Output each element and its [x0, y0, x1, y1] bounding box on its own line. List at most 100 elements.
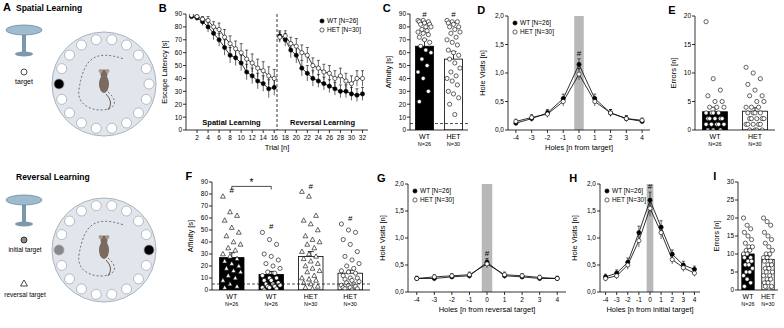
category-label: HET: [304, 293, 319, 300]
individual-point: [762, 99, 766, 103]
point: [195, 14, 199, 18]
individual-point: [455, 83, 459, 87]
series-line: [606, 208, 695, 278]
x-tick-label: 4: [206, 134, 210, 141]
error-cap: [245, 50, 248, 51]
error-cap: [649, 200, 652, 201]
point: [311, 63, 315, 67]
x-tick: [416, 292, 417, 295]
individual-point: [221, 194, 226, 198]
x-axis-title: Holes [n from reversal target]: [439, 305, 536, 314]
error-cap: [562, 94, 565, 95]
point: [593, 99, 597, 103]
y-tick-label: 90: [399, 10, 407, 17]
point: [245, 70, 249, 74]
bar: [742, 254, 754, 290]
error-cap: [322, 64, 325, 65]
x-tick-label: 8: [228, 134, 232, 141]
error-cap: [339, 84, 342, 85]
individual-point: [357, 280, 361, 284]
individual-point: [355, 287, 359, 290]
point: [300, 51, 304, 55]
y-tick: [407, 65, 410, 66]
y-tick: [183, 78, 186, 79]
hole: [57, 94, 67, 104]
point: [311, 76, 315, 80]
individual-point: [424, 25, 428, 29]
x-tick-label: 14: [260, 134, 268, 141]
x-tick: [539, 292, 540, 295]
x-tick-label: 16: [271, 134, 279, 141]
individual-point: [429, 25, 433, 29]
legend-marker: [605, 198, 609, 202]
significance: #: [451, 10, 456, 19]
individual-point: [341, 238, 345, 242]
table-leg: [22, 33, 26, 53]
mouse-ear: [106, 69, 110, 73]
error-cap: [625, 115, 628, 116]
individual-point: [314, 213, 319, 217]
individual-point: [307, 277, 312, 281]
individual-point: [450, 40, 454, 44]
highlight-band: [647, 184, 654, 292]
panel-letter: E: [668, 4, 675, 16]
y-tick-label: 50: [201, 226, 209, 233]
panel-letter: D: [477, 4, 485, 16]
y-tick-label: 20: [399, 101, 407, 108]
point: [555, 276, 559, 280]
x-tick: [557, 292, 558, 295]
y-tick-label: 5: [730, 268, 734, 275]
y-tick-label: 0,5: [495, 98, 504, 105]
plot-area: [703, 20, 768, 130]
series-line: [280, 36, 363, 84]
error-cap: [615, 272, 618, 273]
legend-triangle: [21, 280, 28, 286]
n-label: N=26: [708, 141, 721, 147]
point: [555, 276, 559, 280]
individual-point: [308, 221, 313, 225]
plot-area: [220, 189, 363, 290]
individual-point: [226, 245, 231, 249]
x-tick-label: -3: [529, 134, 535, 141]
point: [322, 82, 326, 86]
panel-letter: A: [3, 1, 11, 13]
error-cap: [682, 261, 685, 262]
y-tick: [505, 73, 508, 74]
y-tick: [209, 230, 212, 231]
error-cap: [361, 70, 364, 71]
x-tick: [362, 130, 363, 133]
hole: [77, 40, 87, 50]
individual-point: [317, 268, 322, 272]
y-tick: [505, 101, 508, 102]
individual-point: [274, 276, 278, 280]
panel-letter: G: [377, 172, 386, 184]
individual-point: [224, 266, 229, 270]
individual-point: [235, 256, 240, 260]
individual-point: [271, 264, 275, 268]
category-label: HET: [748, 133, 763, 140]
point: [316, 79, 320, 83]
hole: [122, 284, 132, 294]
x-tick-label: 0: [577, 134, 581, 141]
hole: [144, 245, 154, 255]
hole: [65, 50, 75, 60]
point: [577, 62, 581, 66]
y-tick-label: 5: [687, 98, 691, 105]
x-tick-label: -2: [545, 134, 551, 141]
individual-point: [746, 82, 750, 86]
individual-point: [748, 248, 752, 252]
y-tick: [405, 184, 408, 185]
individual-point: [221, 251, 226, 255]
x-tick-label: 24: [315, 134, 323, 141]
y-tick: [735, 254, 738, 255]
error-cap: [218, 23, 221, 24]
x-tick-label: 18: [282, 134, 290, 141]
individual-point: [762, 117, 766, 121]
y-tick-label: 70: [175, 36, 183, 43]
y-tick-label: 1,0: [495, 69, 504, 76]
individual-point: [222, 218, 227, 222]
error-cap: [339, 68, 342, 69]
individual-point: [300, 275, 305, 279]
y-tick: [183, 26, 186, 27]
y-tick-label: 2,0: [587, 180, 596, 187]
